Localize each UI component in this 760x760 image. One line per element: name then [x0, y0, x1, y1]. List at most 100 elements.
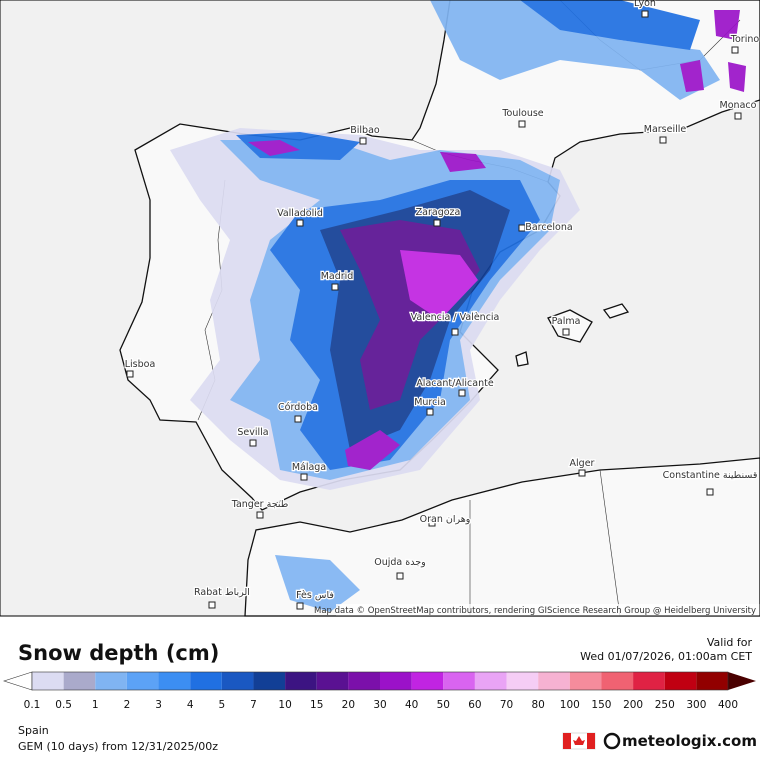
legend-tick-label: 15	[310, 699, 323, 711]
city-marker	[731, 46, 739, 54]
legend-tick-label: 4	[187, 699, 194, 711]
legend-tick-label: 7	[250, 699, 257, 711]
city-label: Toulouse	[501, 108, 543, 119]
colorbar-frame	[31, 671, 729, 691]
city-marker	[126, 370, 134, 378]
city-label: Madrid	[321, 271, 354, 282]
color-swatch	[126, 672, 159, 690]
legend-tick-label: 2	[124, 699, 131, 711]
city-label: Oran وهران	[420, 514, 471, 525]
city-marker	[256, 511, 264, 519]
color-swatch	[443, 672, 475, 690]
color-swatch	[253, 672, 286, 690]
city-marker	[428, 519, 436, 527]
legend-tick-label: 400	[718, 699, 738, 711]
city-label: Tanger طنجة	[231, 499, 289, 510]
brand[interactable]: meteologix.com	[622, 732, 757, 750]
legend-tick-label: 300	[686, 699, 706, 711]
color-swatch	[221, 672, 254, 690]
legend-tick-label: 30	[373, 699, 386, 711]
over-arrow	[728, 672, 756, 690]
city-marker	[359, 137, 367, 145]
attribution-bg	[336, 604, 760, 616]
city-marker	[562, 328, 570, 336]
legend-tick-label: 10	[278, 699, 291, 711]
color-swatch	[664, 672, 697, 690]
city-label: Oujda وجدة	[374, 557, 425, 568]
color-swatch	[32, 672, 64, 690]
map-frame	[0, 0, 760, 617]
region: Spain	[18, 724, 49, 737]
valid-time: Wed 01/07/2026, 01:00am CET	[580, 650, 752, 663]
city-label: Torino	[730, 34, 760, 45]
legend-tick-label: 100	[560, 699, 580, 711]
city-marker	[518, 224, 526, 232]
color-swatch	[411, 672, 444, 690]
legend-tick-label: 3	[155, 699, 162, 711]
city-label: Córdoba	[278, 402, 318, 413]
legend-title: Snow depth (cm)	[18, 641, 219, 665]
city-marker	[294, 415, 302, 423]
model-run: GEM (10 days) from 12/31/2025/00z	[18, 740, 218, 753]
city-label: Zaragoza	[416, 207, 461, 218]
legend-tick-label: 70	[500, 699, 513, 711]
color-swatch	[696, 672, 728, 690]
city-marker	[296, 219, 304, 227]
legend-tick-label: 5	[218, 699, 225, 711]
brand-logo	[603, 732, 621, 750]
color-swatch	[316, 672, 349, 690]
city-label: Monaco	[720, 100, 757, 111]
city-label: Constantine قسنطينة	[663, 470, 758, 481]
city-label: Alger	[570, 458, 595, 469]
city-label: Barcelona	[525, 222, 572, 233]
city-marker	[451, 328, 459, 336]
city-marker	[331, 283, 339, 291]
city-label: Valencia / València	[411, 312, 500, 323]
legend-tick-label: 0.1	[24, 699, 41, 711]
attribution: Map data © OpenStreetMap contributors, r…	[314, 606, 756, 616]
color-swatch	[380, 672, 412, 690]
city-marker	[208, 601, 216, 609]
legend-tick-label: 250	[655, 699, 675, 711]
city-marker	[249, 439, 257, 447]
city-label: Murcia	[414, 397, 446, 408]
city-label: Sevilla	[237, 427, 268, 438]
city-label: Alacant/Alicante	[416, 378, 494, 389]
city-label: Fès فاس	[296, 590, 334, 601]
colorbar: 0.1 0.5 1 2 3 4 5 7 10 15 20 30 40 50 60 70 80 100 150 200 2…	[3, 671, 756, 711]
color-swatch	[158, 672, 191, 690]
color-swatch	[633, 672, 665, 690]
city-label: Valladolid	[277, 208, 323, 219]
legend-tick-label: 40	[405, 699, 418, 711]
color-swatch	[348, 672, 380, 690]
city-marker	[578, 469, 586, 477]
city-marker	[296, 602, 304, 610]
legend-tick-label: 60	[468, 699, 481, 711]
flag	[562, 732, 596, 750]
legend-tick-label: 20	[342, 699, 355, 711]
color-swatch	[538, 672, 570, 690]
city-marker	[300, 473, 308, 481]
city-label: Málaga	[292, 462, 326, 473]
city-marker	[396, 572, 404, 580]
color-swatch	[285, 672, 317, 690]
snow-field	[170, 0, 746, 612]
color-swatch	[63, 672, 96, 690]
legend-tick-label: 150	[591, 699, 611, 711]
city-marker	[518, 120, 526, 128]
city-marker	[426, 408, 434, 416]
color-swatch	[474, 672, 507, 690]
color-swatch	[601, 672, 634, 690]
legend-tick-label: 200	[623, 699, 643, 711]
city-label: Lyon	[634, 0, 656, 9]
legend-tick-label: 80	[531, 699, 544, 711]
city-label: Bilbao	[350, 125, 380, 136]
city-label: Rabat الرباط	[194, 587, 250, 598]
city-label: Palma	[552, 316, 581, 327]
city-marker	[706, 488, 714, 496]
color-swatch	[506, 672, 539, 690]
legend-tick-label: 1	[92, 699, 99, 711]
legend-tick-label: 0.5	[55, 699, 72, 711]
city-marker	[458, 389, 466, 397]
